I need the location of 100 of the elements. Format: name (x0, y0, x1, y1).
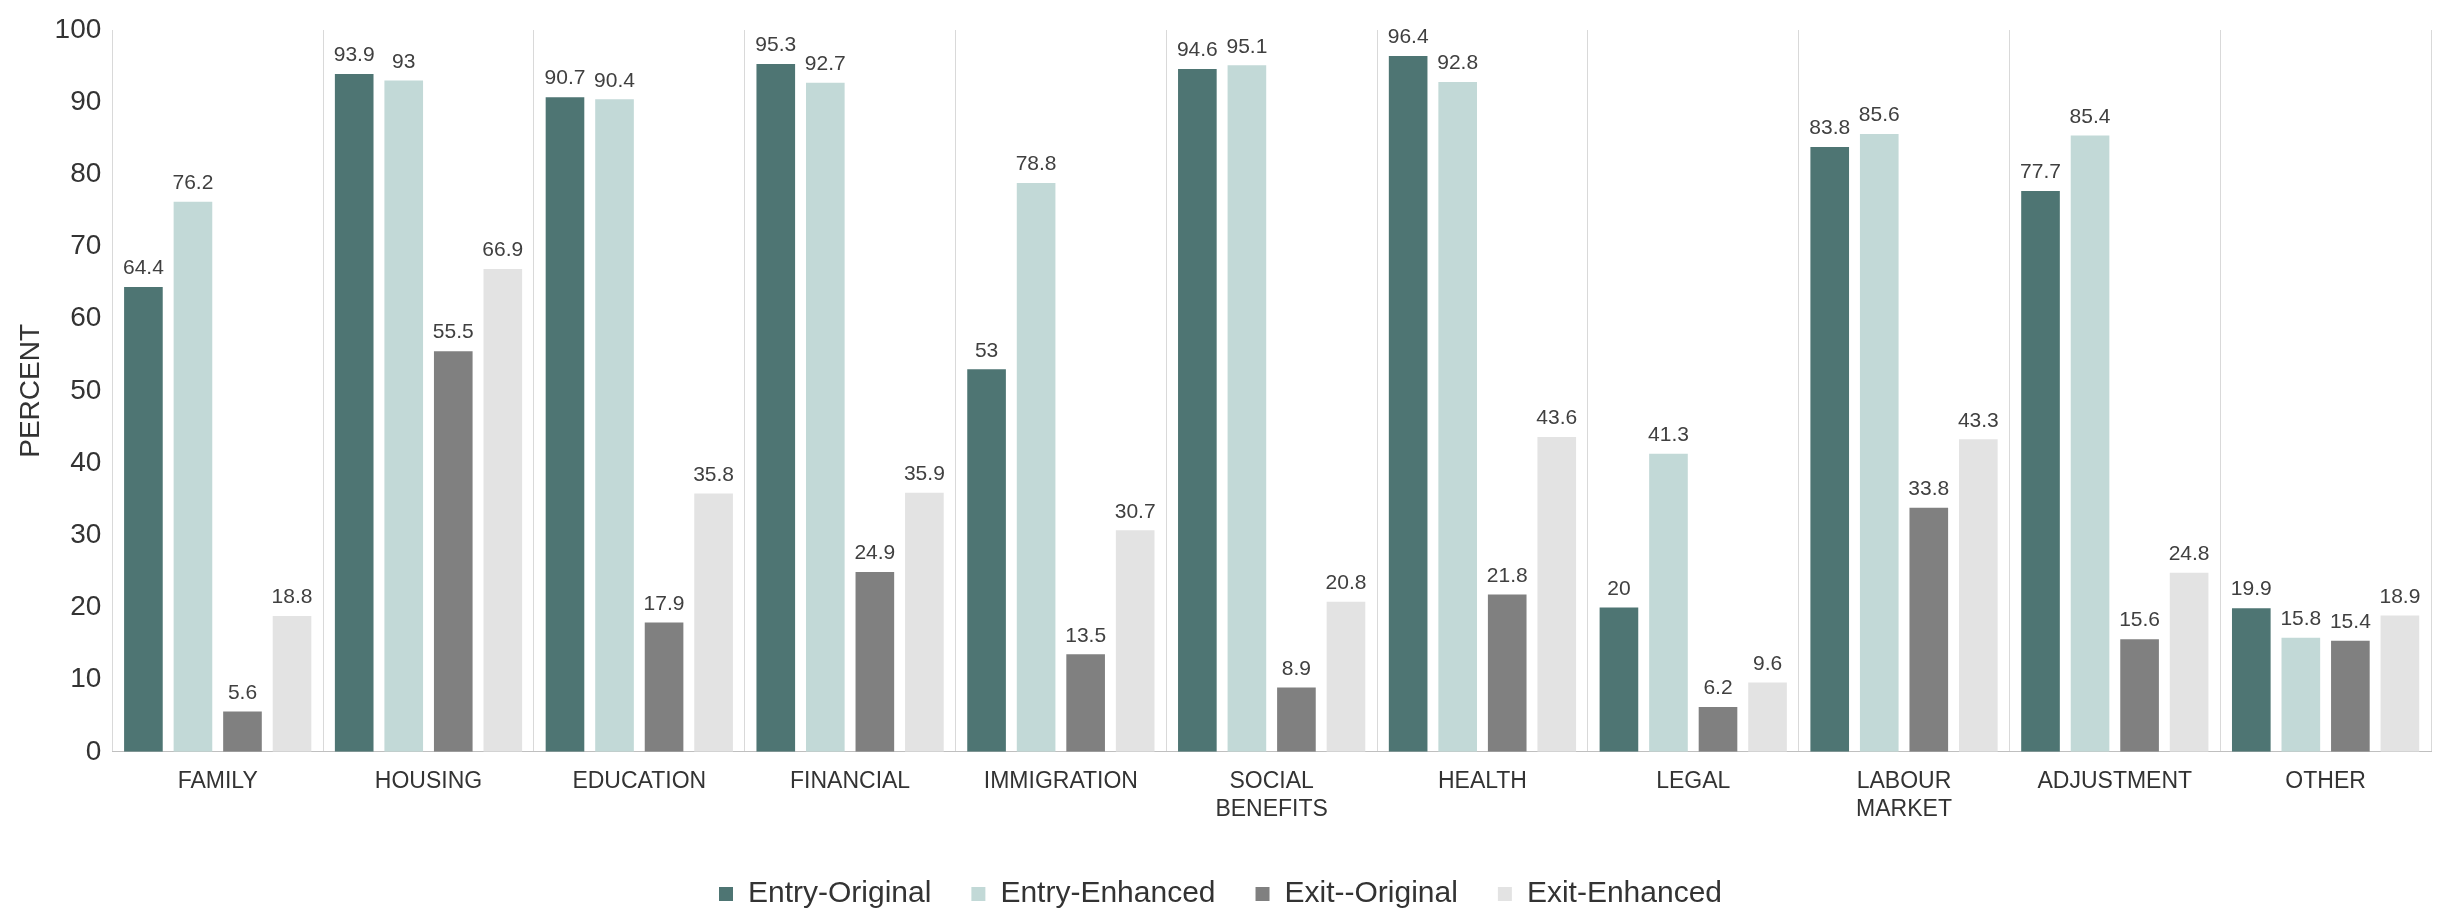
bar (1326, 601, 1366, 752)
data-label: 78.8 (1015, 151, 1057, 175)
x-tick-label: OTHER (2285, 766, 2366, 793)
y-tick-label: 60 (70, 301, 102, 333)
bar (2070, 135, 2110, 752)
bar (173, 201, 213, 752)
bar (483, 268, 523, 752)
x-tick-label: EDUCATION (572, 766, 707, 793)
x-tick-label: IMMIGRATION (983, 766, 1138, 793)
x-tick-label: ADJUSTMENT (2037, 766, 2193, 793)
data-label: 64.4 (122, 255, 165, 279)
data-label: 76.2 (172, 170, 214, 194)
data-label: 53 (974, 337, 999, 361)
data-label: 95.3 (755, 32, 797, 56)
data-label: 24.8 (2168, 541, 2210, 565)
bar (545, 97, 585, 752)
y-tick-label: 40 (70, 445, 102, 477)
bar (905, 492, 944, 752)
x-tick-label: FAMILY (177, 766, 258, 793)
data-label: 8.9 (1281, 655, 1312, 679)
bar (1599, 607, 1639, 752)
data-label: 18.9 (2379, 583, 2421, 607)
bar (644, 622, 684, 752)
data-label: 94.6 (1176, 37, 1218, 61)
data-label: 6.2 (1703, 675, 1733, 699)
bar (2120, 639, 2159, 752)
x-tick-label: SOCIAL BENEFITS (1215, 766, 1328, 821)
data-label: 90.4 (594, 67, 636, 91)
legend-label: Exit-Enhanced (1526, 875, 1722, 909)
data-label: 93 (392, 48, 416, 72)
data-label: 85.6 (1858, 102, 1900, 126)
bar (2380, 615, 2420, 752)
y-tick-label: 30 (70, 517, 102, 549)
data-label: 15.4 (2329, 608, 2372, 632)
y-tick-label: 20 (70, 590, 102, 622)
bar (2331, 640, 2370, 752)
bar (433, 351, 473, 752)
bar (1959, 439, 1998, 752)
data-label: 95.1 (1226, 33, 1268, 57)
bar (1388, 55, 1428, 752)
bar (1909, 507, 1949, 752)
legend-label: Exit--Original (1284, 875, 1458, 909)
bar (805, 82, 845, 752)
legend-label: Entry-Original (748, 875, 932, 909)
x-tick-label: HEALTH (1437, 766, 1527, 793)
data-label: 24.9 (854, 540, 896, 564)
bar (1277, 687, 1316, 752)
bar (1066, 654, 1105, 752)
bar (756, 63, 796, 752)
data-label: 66.9 (482, 237, 524, 261)
bar (2281, 637, 2321, 752)
y-tick-label: 100 (54, 12, 102, 44)
x-tick-label: HOUSING (374, 766, 483, 793)
data-label: 92.8 (1437, 50, 1479, 74)
data-label: 15.8 (2280, 606, 2322, 630)
bar (124, 286, 163, 752)
data-label: 83.8 (1809, 115, 1851, 139)
bar (2021, 190, 2060, 752)
data-label: 20.8 (1325, 569, 1367, 593)
data-label: 96.4 (1387, 24, 1429, 48)
bar (1487, 594, 1527, 752)
x-tick-label: LABOUR MARKET (1856, 766, 1952, 821)
data-label: 92.7 (804, 50, 846, 74)
y-tick-label: 70 (70, 229, 102, 261)
data-label: 13.5 (1065, 622, 1107, 646)
data-label: 43.3 (1957, 407, 1999, 431)
data-label: 90.7 (544, 65, 586, 89)
data-label: 43.6 (1536, 405, 1578, 429)
y-tick-label: 90 (70, 84, 102, 116)
legend-label: Entry-Enhanced (1000, 875, 1216, 909)
bar (1115, 530, 1155, 752)
data-label: 77.7 (2020, 159, 2061, 183)
y-tick-label: 0 (85, 734, 102, 766)
data-label: 93.9 (333, 42, 375, 66)
data-label: 9.6 (1752, 650, 1783, 674)
bar (2231, 608, 2271, 752)
bar (967, 369, 1006, 752)
data-label: 35.8 (693, 461, 735, 485)
bar (855, 572, 895, 752)
y-axis-title: PERCENT (13, 324, 45, 458)
bar (1810, 146, 1850, 752)
bar (334, 74, 374, 752)
bar (1859, 133, 1899, 752)
data-label: 41.3 (1648, 421, 1689, 445)
data-label: 17.9 (643, 590, 685, 614)
data-label: 30.7 (1114, 498, 1156, 522)
bar (1537, 437, 1577, 752)
data-label: 85.4 (2069, 103, 2111, 127)
bar (595, 99, 634, 752)
data-label: 33.8 (1908, 476, 1950, 500)
bar (694, 493, 733, 752)
bar (1227, 65, 1267, 752)
data-label: 19.9 (2230, 576, 2272, 600)
data-label: 18.8 (271, 584, 313, 608)
data-label: 35.9 (903, 460, 945, 484)
bar (1438, 81, 1477, 752)
bar (2169, 572, 2209, 752)
bar (384, 80, 424, 752)
data-label: 5.6 (227, 679, 258, 703)
bar (1748, 682, 1787, 752)
